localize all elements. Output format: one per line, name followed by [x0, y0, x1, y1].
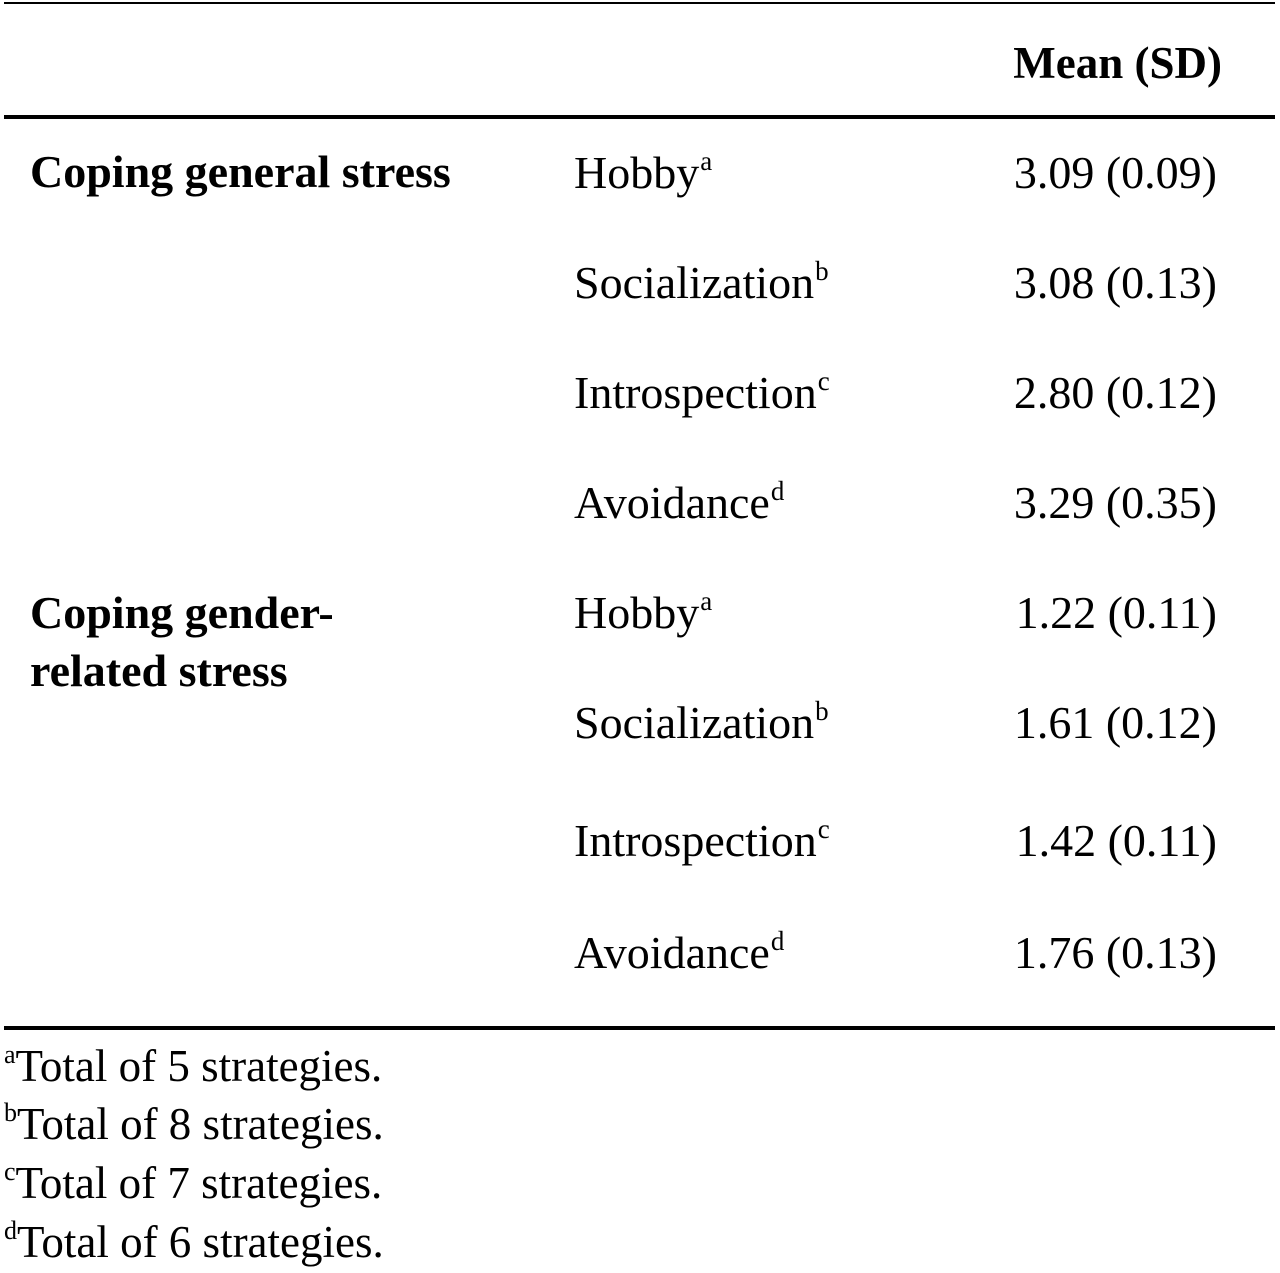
table-row-strategy: Introspectionc: [574, 367, 830, 418]
footnote: aTotal of 5 strategies.: [4, 1041, 383, 1091]
footnote: cTotal of 7 strategies.: [4, 1158, 383, 1208]
column-header-mean-sd: Mean (SD): [1013, 38, 1222, 88]
footnote-text: Total of 5 strategies.: [15, 1041, 383, 1091]
footnote-marker: d: [770, 926, 785, 956]
footnote-marker: c: [817, 366, 830, 396]
footnote-marker: d: [770, 476, 785, 506]
footnote-text: Total of 6 strategies.: [17, 1217, 384, 1267]
strategy-label: Hobby: [574, 587, 700, 638]
table-cell-value: 1.61 (0.12): [1013, 697, 1217, 748]
strategy-label: Socialization: [574, 257, 815, 308]
footnote-marker: b: [815, 696, 829, 726]
footnote-marker: d: [4, 1216, 17, 1245]
footnote-marker: c: [4, 1157, 16, 1186]
footnote-marker: c: [817, 814, 830, 844]
strategy-label: Avoidance: [574, 477, 770, 528]
table-cell-value: 1.76 (0.13): [1013, 927, 1217, 978]
table-top-rule: [4, 2, 1275, 4]
strategy-label: Avoidance: [574, 927, 770, 978]
strategy-label: Hobby: [574, 147, 700, 198]
table-row-strategy: Avoidanced: [574, 477, 784, 528]
footnote-marker: a: [4, 1040, 16, 1069]
table-row-strategy: Hobbya: [574, 147, 712, 198]
group-label-gender-related-stress: Coping gender-related stress: [30, 587, 334, 696]
footnote-text: Total of 7 strategies.: [15, 1158, 383, 1208]
table-cell-value: 3.29 (0.35): [1013, 477, 1217, 528]
footnote-marker: b: [4, 1098, 17, 1127]
table-row-strategy: Introspectionc: [574, 815, 830, 866]
table-row-strategy: Hobbya: [574, 587, 712, 638]
footnote-text: Total of 8 strategies.: [17, 1099, 384, 1149]
strategy-label: Socialization: [574, 697, 815, 748]
footnote-marker: a: [700, 586, 713, 616]
table-cell-value: 2.80 (0.12): [1013, 367, 1217, 418]
strategy-label: Introspection: [574, 815, 817, 866]
table-row-strategy: Socializationb: [574, 257, 829, 308]
table-cell-value: 1.42 (0.11): [1015, 815, 1217, 866]
table-bottom-rule: [4, 1026, 1275, 1030]
table-row-strategy: Avoidanced: [574, 927, 784, 978]
table-row-strategy: Socializationb: [574, 697, 829, 748]
footnote-marker: a: [700, 146, 713, 176]
table-cell-value: 3.09 (0.09): [1013, 147, 1217, 198]
footnote-marker: b: [815, 256, 829, 286]
table-cell-value: 3.08 (0.13): [1013, 257, 1217, 308]
table-cell-value: 1.22 (0.11): [1015, 587, 1217, 638]
strategy-label: Introspection: [574, 367, 817, 418]
table-header-rule: [4, 115, 1275, 119]
footnote: bTotal of 8 strategies.: [4, 1099, 384, 1149]
group-label-general-stress: Coping general stress: [30, 146, 451, 197]
footnote: dTotal of 6 strategies.: [4, 1217, 384, 1267]
